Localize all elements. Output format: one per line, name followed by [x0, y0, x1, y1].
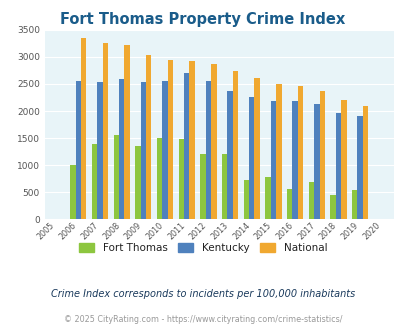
- Bar: [313, 104, 319, 219]
- Bar: [97, 82, 102, 219]
- Bar: [113, 135, 119, 219]
- Bar: [292, 101, 297, 219]
- Bar: [319, 91, 324, 219]
- Bar: [183, 73, 189, 219]
- Bar: [330, 194, 335, 219]
- Bar: [357, 116, 362, 219]
- Text: © 2025 CityRating.com - https://www.cityrating.com/crime-statistics/: © 2025 CityRating.com - https://www.city…: [64, 315, 341, 324]
- Bar: [222, 154, 227, 219]
- Bar: [70, 165, 75, 219]
- Bar: [167, 59, 173, 219]
- Text: Crime Index corresponds to incidents per 100,000 inhabitants: Crime Index corresponds to incidents per…: [51, 289, 354, 299]
- Bar: [286, 189, 292, 219]
- Bar: [362, 106, 367, 219]
- Bar: [340, 100, 346, 219]
- Bar: [135, 146, 140, 219]
- Bar: [75, 81, 81, 219]
- Bar: [156, 138, 162, 219]
- Bar: [297, 85, 303, 219]
- Legend: Fort Thomas, Kentucky, National: Fort Thomas, Kentucky, National: [74, 239, 331, 257]
- Bar: [308, 182, 313, 219]
- Bar: [162, 81, 167, 219]
- Bar: [351, 190, 357, 219]
- Bar: [200, 154, 205, 219]
- Bar: [146, 55, 151, 219]
- Text: Fort Thomas Property Crime Index: Fort Thomas Property Crime Index: [60, 12, 345, 26]
- Bar: [189, 61, 194, 219]
- Bar: [270, 101, 275, 219]
- Bar: [335, 113, 340, 219]
- Bar: [254, 79, 259, 219]
- Bar: [81, 38, 86, 219]
- Bar: [102, 43, 108, 219]
- Bar: [248, 97, 254, 219]
- Bar: [227, 91, 232, 219]
- Bar: [265, 177, 270, 219]
- Bar: [211, 64, 216, 219]
- Bar: [178, 140, 183, 219]
- Bar: [124, 46, 130, 219]
- Bar: [243, 181, 248, 219]
- Bar: [232, 72, 238, 219]
- Bar: [92, 144, 97, 219]
- Bar: [140, 82, 146, 219]
- Bar: [205, 81, 211, 219]
- Bar: [275, 84, 281, 219]
- Bar: [119, 79, 124, 219]
